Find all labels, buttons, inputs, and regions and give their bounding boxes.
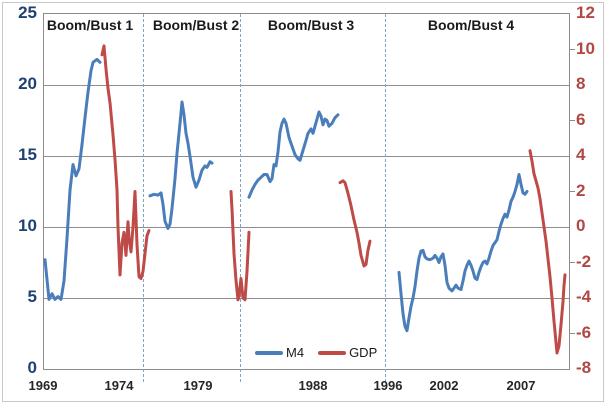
gdp-series-line — [100, 44, 151, 280]
x-axis-tick-label: 1996 — [373, 378, 403, 393]
m4-series-line — [247, 110, 340, 199]
right-axis-tick-label: -4 — [576, 287, 592, 306]
right-axis-tick-label: 8 — [576, 74, 586, 93]
period-divider-line — [240, 14, 241, 382]
right-axis-tick-label: 12 — [576, 3, 595, 22]
right-axis-tick-label: 10 — [576, 38, 595, 58]
right-axis-tick-label: -8 — [576, 358, 592, 377]
x-axis-tick-label: 1974 — [104, 378, 134, 393]
gridline — [44, 155, 569, 157]
gridline — [44, 226, 569, 228]
boom-bust-label: Boom/Bust 4 — [427, 17, 515, 33]
x-axis-tick-label: 2002 — [429, 378, 459, 393]
right-axis-tick-label: -6 — [576, 322, 592, 342]
boom-bust-label: Boom/Bust 3 — [267, 17, 355, 33]
gridline — [44, 84, 569, 86]
series-plot — [43, 44, 567, 355]
left-axis-tick-label: 10 — [18, 216, 37, 235]
right-axis-tick-label: 6 — [576, 109, 586, 129]
right-axis-tick-mark — [569, 119, 575, 121]
left-axis-tick-label: 25 — [18, 3, 37, 22]
gdp-series-line — [229, 190, 251, 302]
period-divider-line — [143, 14, 144, 382]
right-axis-tick-mark — [569, 261, 575, 263]
left-axis-tick-label: 5 — [27, 287, 37, 306]
gdp-line-swatch-icon — [318, 350, 347, 355]
legend-label-m4: M4 — [286, 345, 305, 360]
right-axis-tick-mark — [569, 332, 575, 334]
x-axis-tick-label: 1969 — [28, 378, 58, 393]
m4-series-line — [43, 57, 102, 301]
period-divider-line — [385, 14, 386, 382]
x-axis-tick-label: 1988 — [298, 378, 328, 393]
left-axis-tick-label: 0 — [27, 358, 37, 377]
chart-frame: 25 20 15 10 5 0 12 10 8 6 4 2 0 -2 -4 -6 -8 1969 1974 197… — [2, 2, 604, 402]
x-axis-tick-label: 2007 — [506, 378, 536, 393]
left-axis-tick-label: 15 — [18, 145, 37, 164]
right-axis-tick-label: 2 — [576, 180, 586, 200]
right-axis-tick-label: 0 — [576, 216, 586, 235]
m4-series-line — [397, 173, 529, 333]
gdp-series-line — [528, 149, 567, 355]
m4-series-line — [148, 100, 214, 230]
right-axis-tick-label: -2 — [576, 251, 592, 271]
left-axis-tick-label: 20 — [18, 74, 37, 93]
boom-bust-label: Boom/Bust 2 — [152, 17, 240, 33]
gridline — [44, 297, 569, 299]
plot-area — [43, 13, 570, 382]
right-axis-tick-mark — [569, 48, 575, 50]
m4-line-swatch-icon — [255, 350, 283, 355]
legend: M4 GDP — [255, 345, 391, 360]
boom-bust-label: Boom/Bust 1 — [46, 17, 134, 33]
legend-label-gdp: GDP — [349, 345, 378, 360]
right-axis-tick-label: 4 — [576, 145, 586, 164]
x-axis-tick-label: 1979 — [183, 378, 213, 393]
gdp-series-line — [338, 179, 372, 268]
right-axis-tick-mark — [569, 190, 575, 192]
